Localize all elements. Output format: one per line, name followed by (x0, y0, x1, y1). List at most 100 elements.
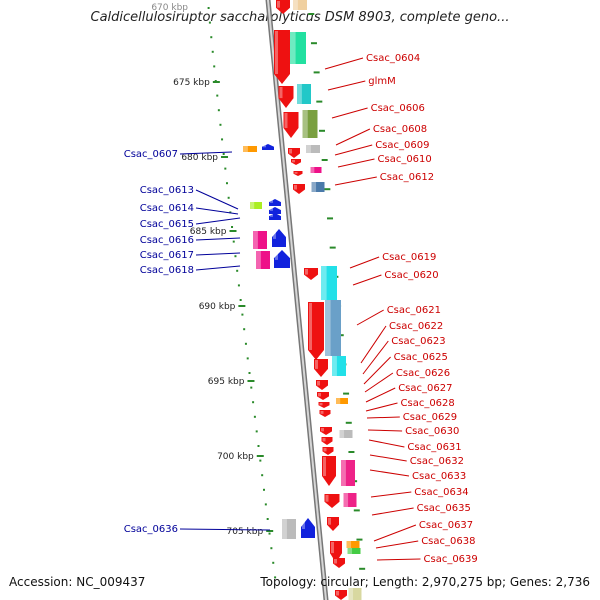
gene-label-left: Csac_0615 (140, 219, 194, 230)
tick-label: 700 kbp (217, 452, 254, 462)
map-title: Caldicellulosiruptor saccharolyticus DSM… (90, 10, 510, 25)
cds-block-shine (256, 251, 261, 269)
cds-forward-arrow-shine (323, 448, 327, 452)
tick-label: 670 kbp (151, 3, 188, 13)
cds-block-shine (306, 145, 311, 153)
cds-reverse-arrow-shine (270, 208, 273, 211)
cds-forward-arrow (319, 410, 331, 417)
cds-block (311, 182, 325, 192)
cds-block-shine (343, 493, 349, 507)
cds-forward-arrow-shine (292, 160, 295, 163)
leader-line (349, 256, 380, 269)
gene-label-right: Csac_0606 (371, 103, 425, 114)
cds-forward-arrow (314, 359, 328, 377)
cds-block (306, 145, 320, 153)
leader-line (370, 491, 412, 498)
leader-line (327, 80, 366, 91)
tick-label: 695 kbp (208, 377, 245, 387)
cds-forward-arrow (293, 184, 305, 194)
gene-label-right: Csac_0628 (401, 398, 455, 409)
leader-line (356, 309, 384, 326)
gene-label-right: Csac_0629 (403, 412, 457, 423)
cds-reverse-arrow-shine (270, 200, 273, 203)
cds-block (282, 519, 296, 539)
gene-label-right: Csac_0626 (396, 368, 450, 379)
cds-block-shine (348, 588, 354, 600)
cds-reverse-arrow (269, 213, 281, 220)
gene-label-left: Csac_0616 (140, 235, 194, 246)
topology-text: Topology: circular; Length: 2,970,275 bp… (260, 575, 590, 589)
tick-label: 680 kbp (181, 153, 218, 163)
leader-line (335, 128, 371, 146)
cds-reverse-arrow-shine (302, 519, 305, 529)
cds-block (297, 84, 311, 104)
leader-line (324, 57, 364, 70)
feature-layer (243, 0, 362, 600)
gene-label-left: Csac_0617 (140, 250, 194, 261)
cds-block-shine (347, 548, 353, 554)
cds-block-shine (321, 266, 327, 300)
gene-label-left: Csac_0607 (124, 149, 178, 160)
leader-line (369, 454, 407, 462)
cds-forward-arrow-shine (336, 591, 339, 596)
cds-block (343, 493, 357, 507)
cds-block-shine (297, 84, 302, 104)
leader-line (373, 524, 417, 542)
leader-line (371, 507, 414, 516)
cds-reverse-arrow (269, 199, 281, 206)
cds-block (253, 231, 267, 249)
cds-forward-arrow-shine (325, 495, 329, 502)
cds-forward-arrow (324, 494, 340, 508)
leader-line (179, 151, 233, 155)
cds-block (346, 541, 360, 548)
cds-block (250, 202, 262, 209)
tick-label: 690 kbp (199, 302, 236, 312)
cds-forward-arrow-shine (294, 185, 297, 190)
tick-label: 705 kbp (227, 527, 264, 537)
cds-forward-arrow (333, 558, 345, 568)
leader-line (331, 107, 368, 119)
backbone-highlight (266, 0, 328, 600)
cds-forward-arrow-shine (319, 403, 323, 406)
cds-block (336, 398, 348, 404)
gene-label-left: Csac_0613 (140, 185, 194, 196)
leader-line (365, 402, 398, 412)
leader-line (360, 325, 387, 364)
leader-line (334, 144, 373, 156)
cds-reverse-arrow (301, 518, 315, 538)
cds-forward-arrow (335, 590, 347, 600)
cds-block-shine (290, 32, 296, 64)
leader-line (195, 217, 241, 225)
gene-label-right: Csac_0634 (414, 487, 468, 498)
cds-block-shine (282, 519, 287, 539)
cds-block-shine (336, 398, 341, 404)
cds-forward-arrow (293, 171, 303, 176)
leader-line (365, 387, 396, 403)
cds-block (341, 460, 355, 486)
gene-label-right: Csac_0621 (387, 305, 441, 316)
cds-forward-arrow (304, 268, 318, 280)
cds-reverse-arrow-shine (275, 251, 278, 260)
cds-forward-arrow-shine (305, 269, 308, 275)
gene-label-right: Csac_0631 (407, 442, 461, 453)
cds-forward-arrow-shine (284, 113, 288, 128)
cds-block-shine (253, 231, 258, 249)
leader-line (195, 252, 241, 256)
gene-label-right: Csac_0612 (380, 172, 434, 183)
gene-label-left: Csac_0614 (140, 203, 194, 214)
gene-label-right: Csac_0609 (375, 140, 429, 151)
gene-label-right: Csac_0633 (412, 471, 466, 482)
tick-layer: 675 kbp 680 kbp 685 kbp 690 kbp 695 kbp 700 k… (151, 3, 366, 579)
leader-line (195, 237, 241, 241)
cds-forward-arrow-shine (328, 518, 331, 525)
cds-reverse-arrow (272, 229, 286, 247)
leader-line (334, 176, 377, 186)
cds-block (347, 548, 361, 554)
cds-block-shine (339, 430, 345, 438)
cds-forward-arrow-shine (322, 438, 326, 442)
cds-forward-arrow-shine (334, 559, 337, 564)
cds-block-shine (250, 202, 255, 209)
cds-block (243, 146, 257, 152)
gene-label-right: Csac_0639 (424, 554, 478, 565)
